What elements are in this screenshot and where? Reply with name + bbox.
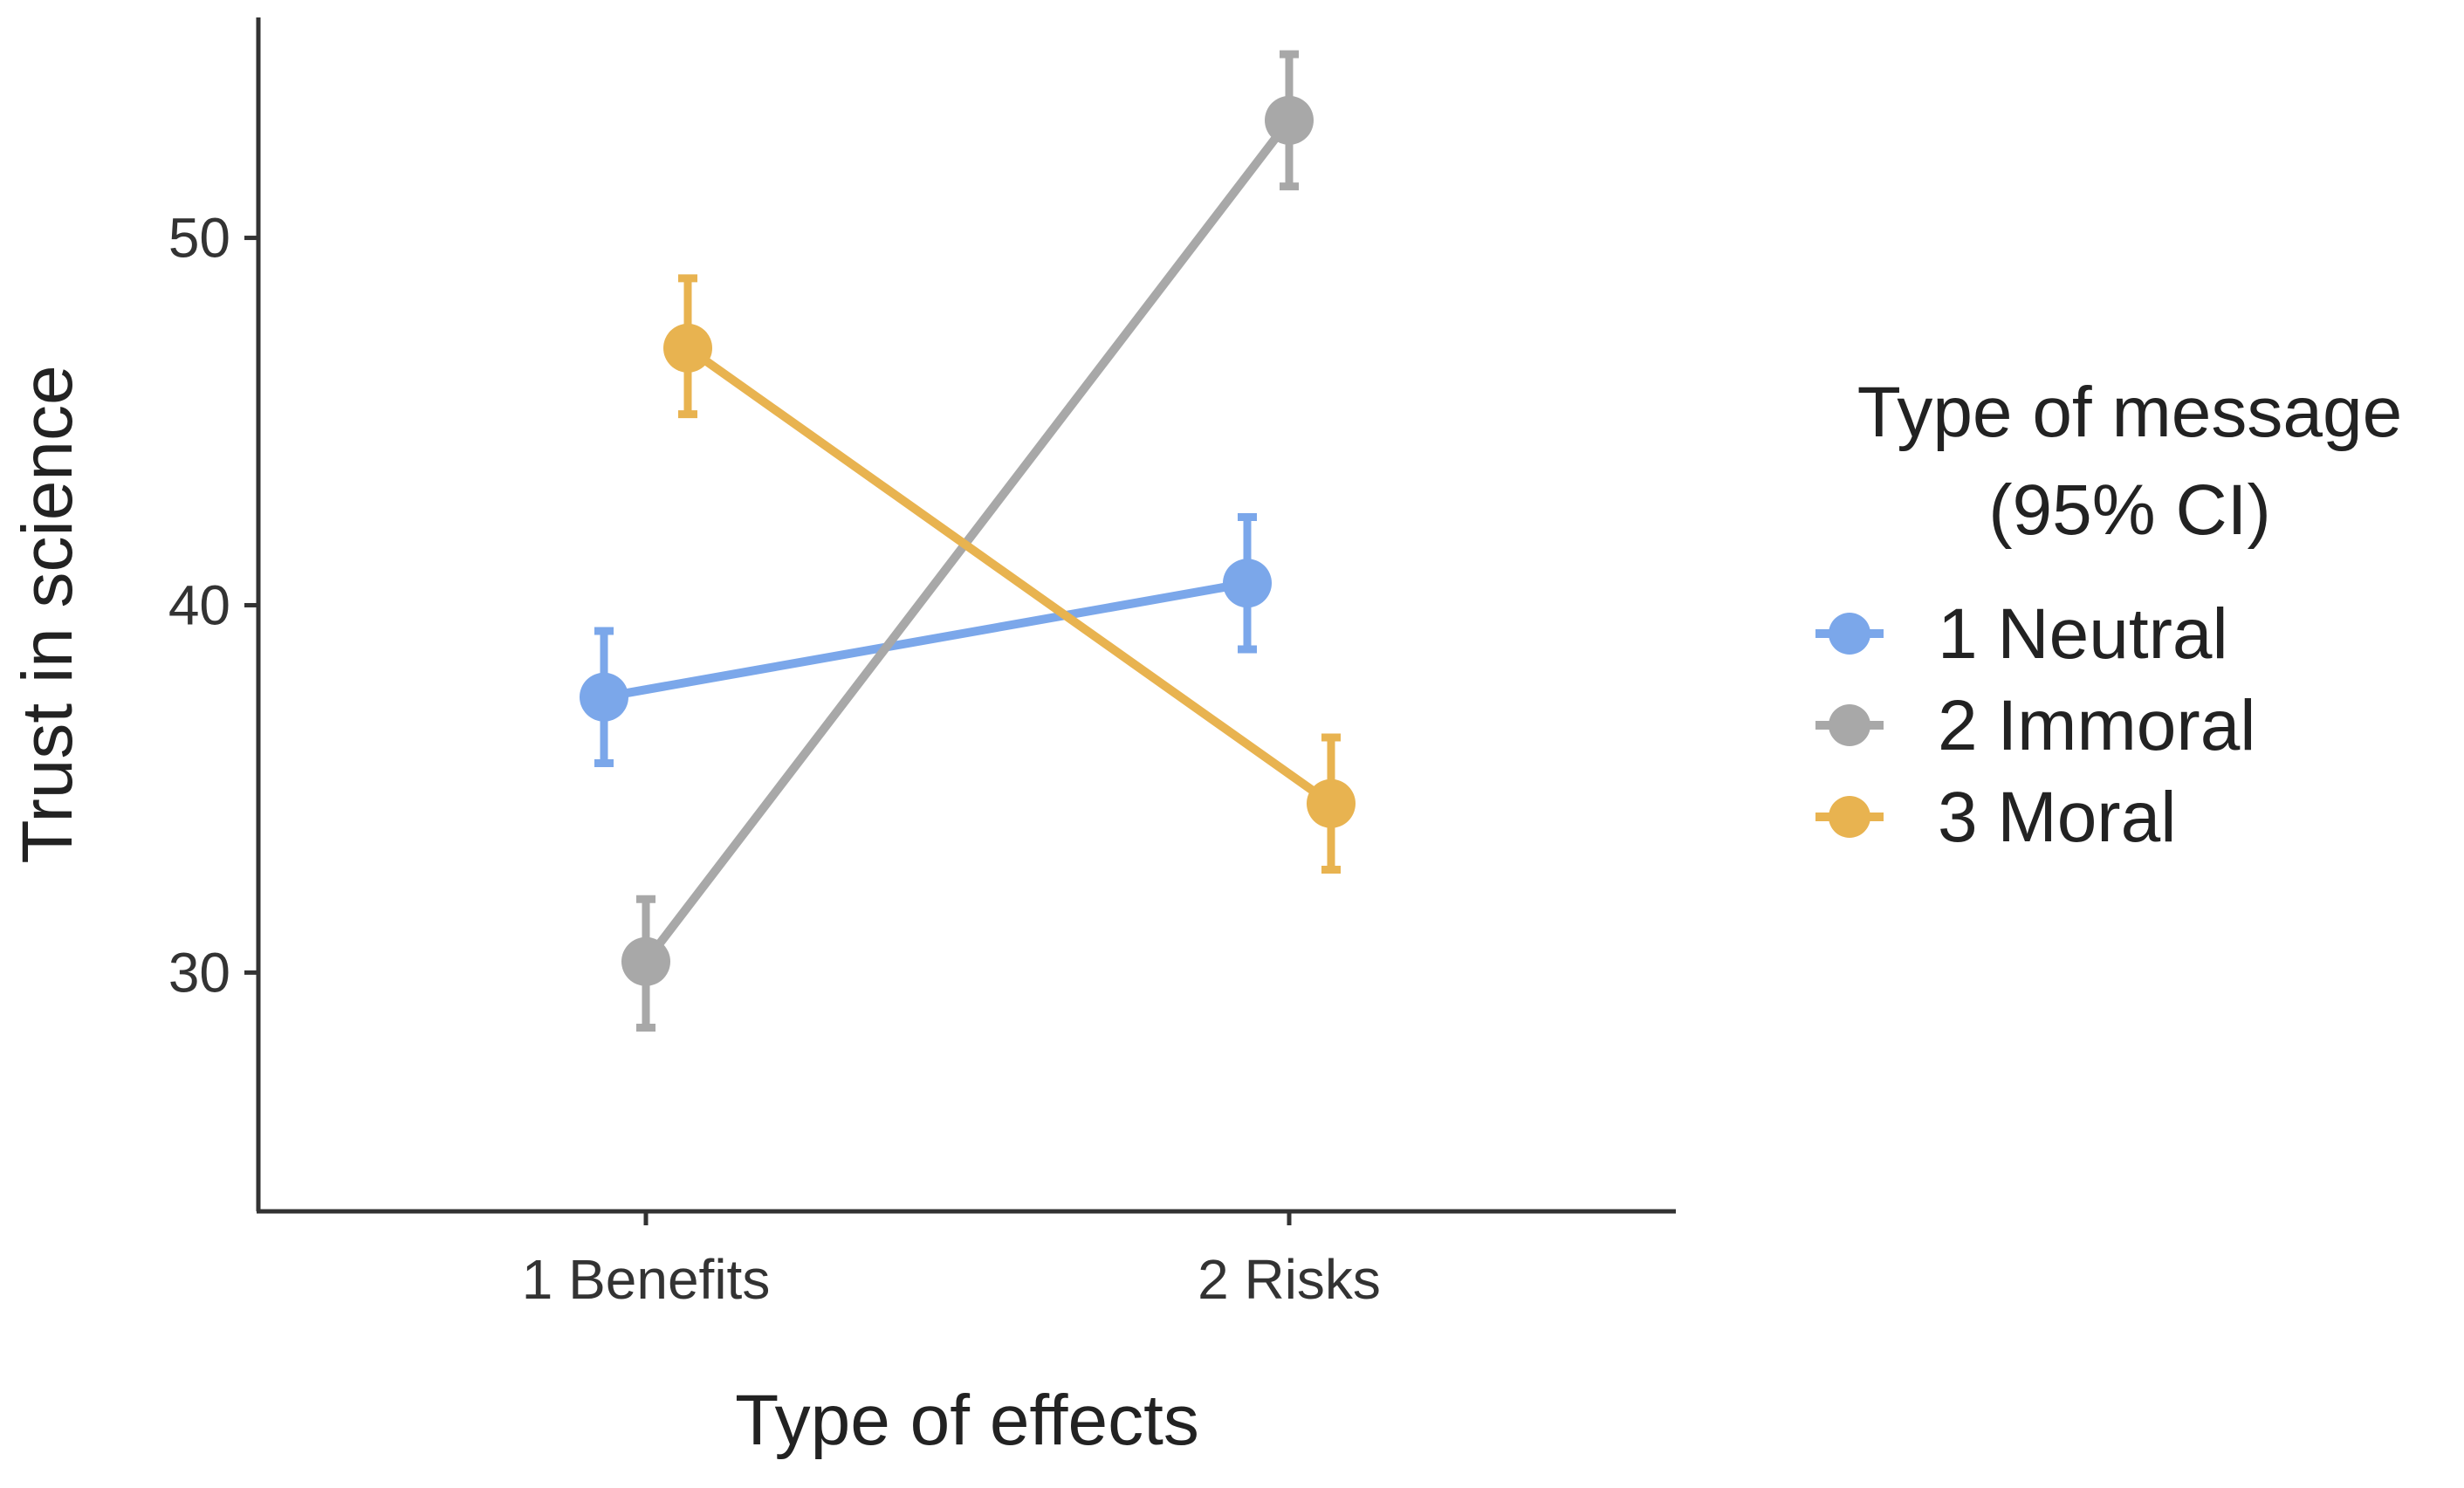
data-point	[1265, 95, 1314, 145]
legend-item-1: 1 Neutral	[1815, 594, 2228, 674]
series-line	[600, 579, 1252, 702]
axes: 30 40 50 1 Benefits 2 Risks Type of effects Tr…	[8, 17, 1676, 1460]
data-point	[1223, 559, 1272, 608]
y-tick-label: 50	[168, 207, 230, 270]
legend-item-2: 2 Immoral	[1815, 686, 2256, 765]
legend-key-point	[1829, 796, 1870, 838]
y-tick-label: 40	[168, 573, 230, 636]
data-point	[621, 936, 670, 986]
legend-label: 3 Moral	[1938, 778, 2176, 857]
legend-label: 2 Immoral	[1938, 686, 2256, 765]
x-tick-label: 2 Risks	[1198, 1248, 1381, 1311]
data-point	[1307, 778, 1356, 828]
legend-label: 1 Neutral	[1938, 594, 2228, 674]
x-axis-title: Type of effects	[735, 1381, 1199, 1460]
legend-subtitle: (95% CI)	[1988, 470, 2271, 550]
series-1	[580, 512, 1272, 767]
legend-item-3: 3 Moral	[1815, 778, 2176, 857]
legend-key-point	[1829, 613, 1870, 655]
legend-title: Type of message	[1857, 373, 2402, 452]
y-tick-label: 30	[168, 941, 230, 1004]
y-axis-title: Trust in science	[8, 365, 87, 863]
series-group	[580, 50, 1356, 1032]
series-3	[663, 274, 1356, 874]
series-line	[683, 343, 1335, 808]
legend: Type of message (95% CI) 1 Neutral 2 Immora…	[1815, 373, 2402, 857]
x-tick-label: 1 Benefits	[522, 1248, 771, 1311]
data-point	[580, 672, 628, 722]
data-point	[663, 323, 712, 373]
legend-key-point	[1829, 704, 1870, 746]
